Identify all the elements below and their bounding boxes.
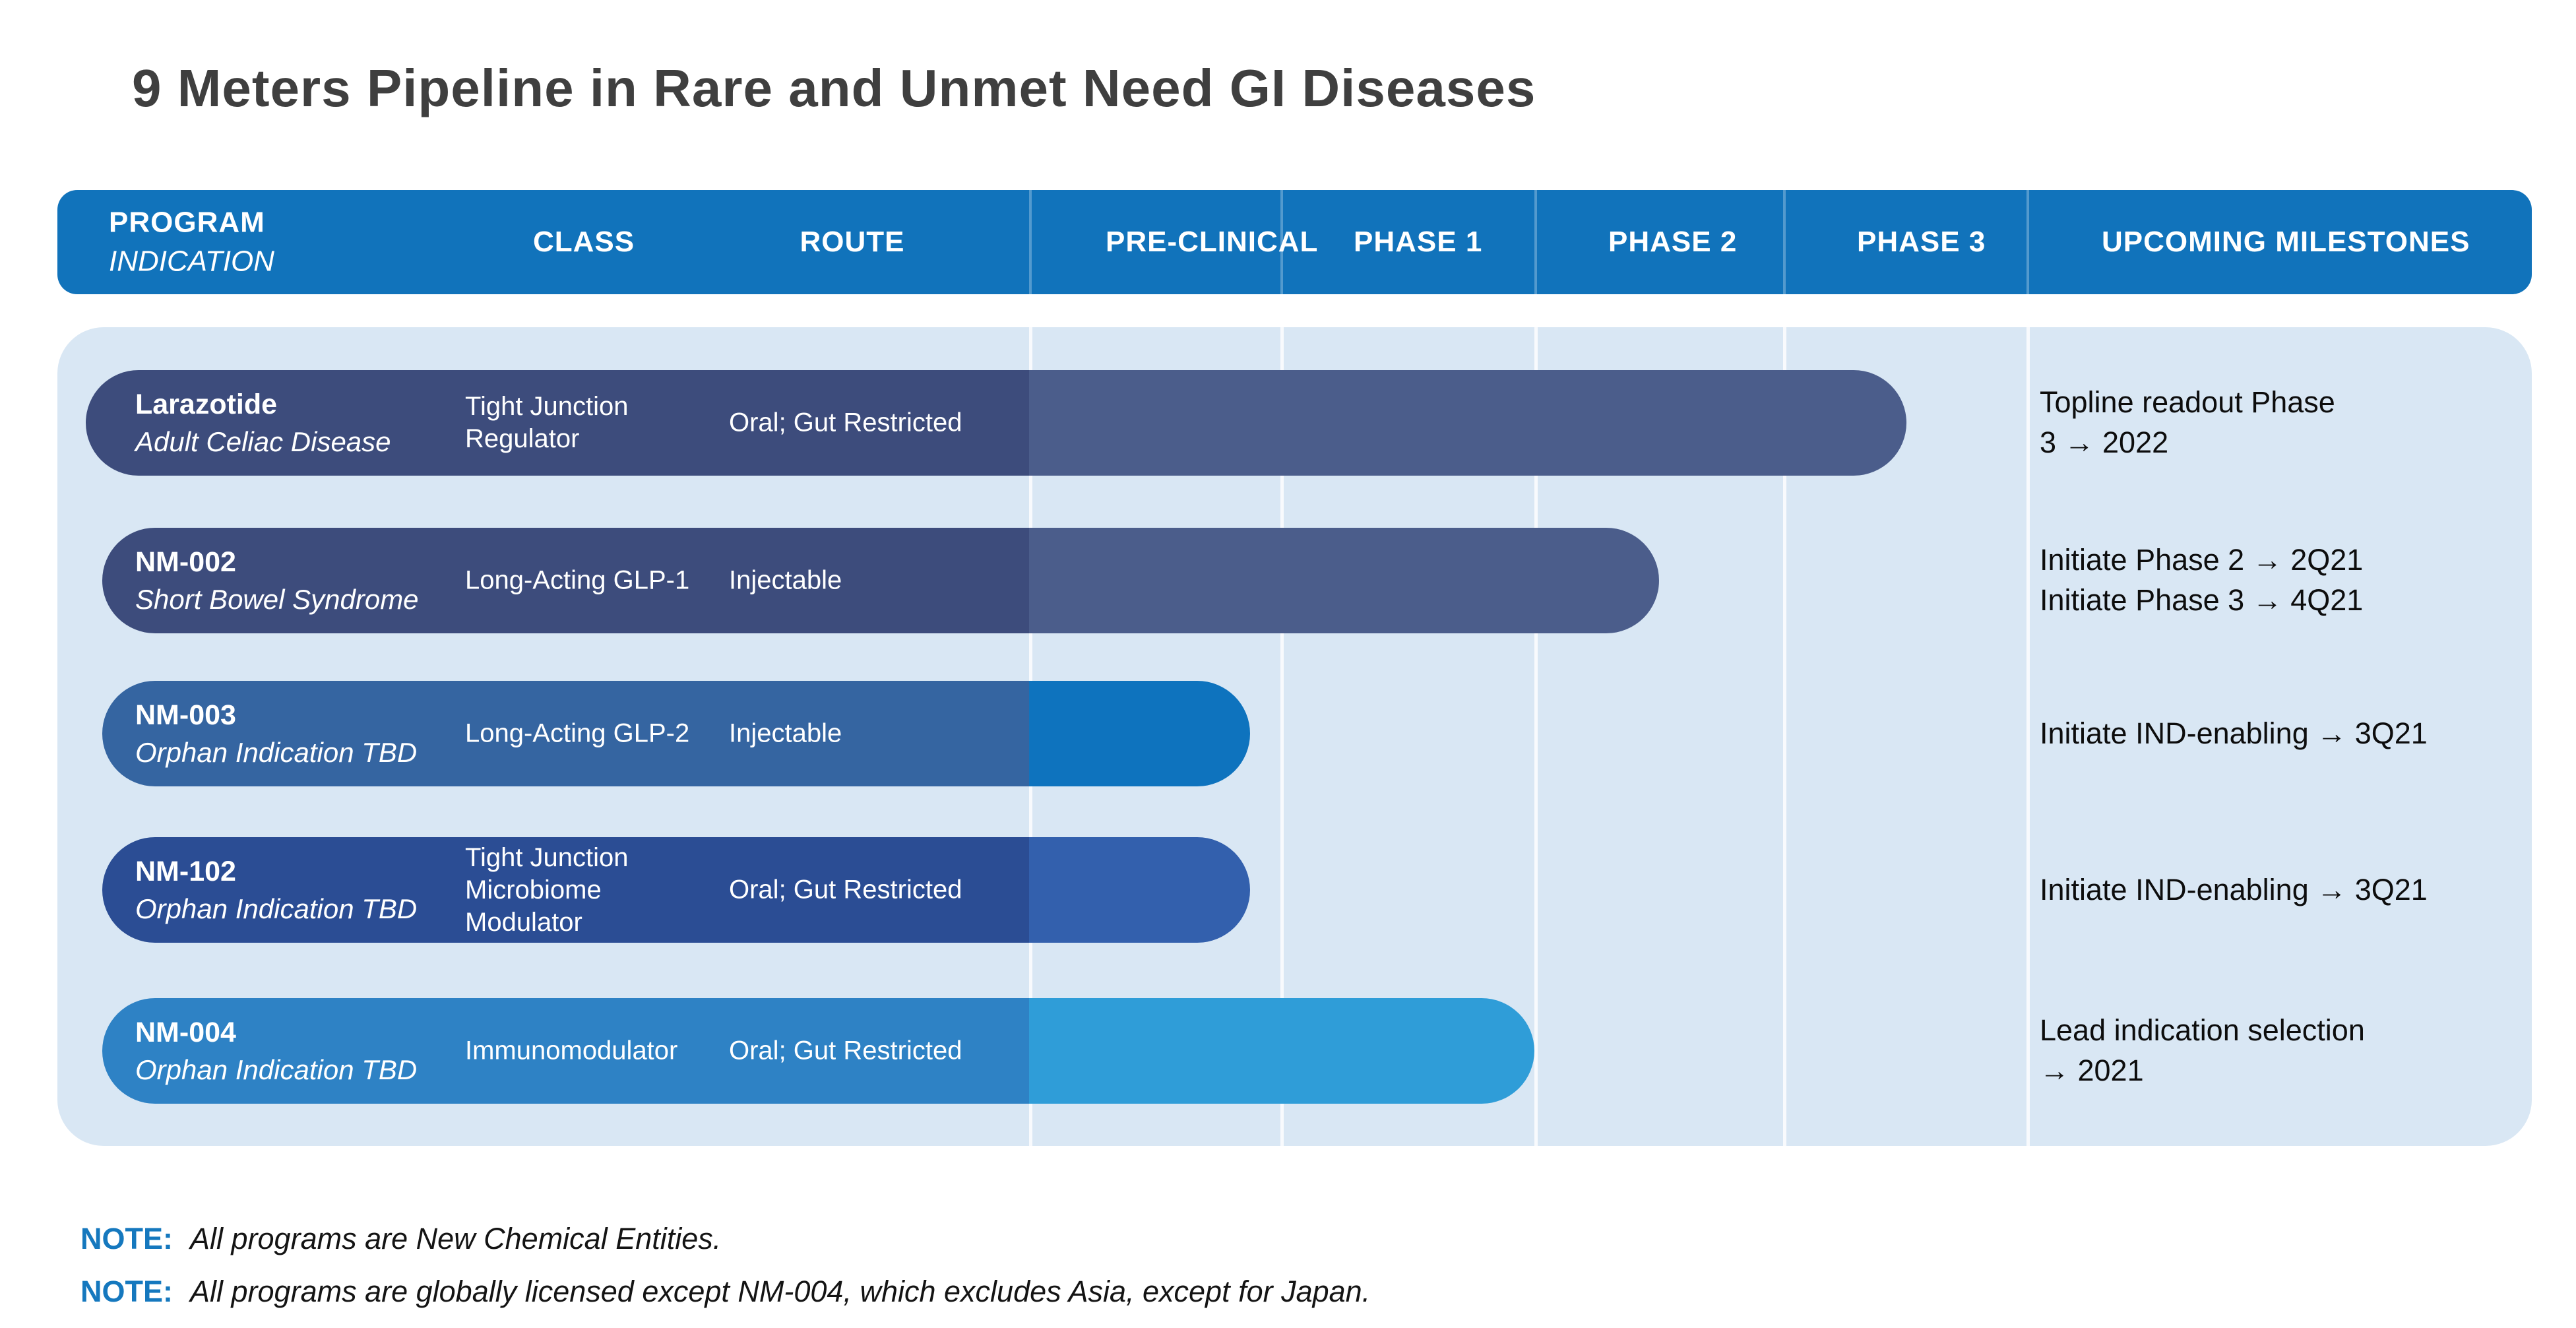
phase-bar xyxy=(102,681,1250,786)
phase-bar xyxy=(102,837,1250,943)
program-class: Tight Junction Microbiome Modulator xyxy=(465,842,629,937)
column-header-milestones: UPCOMING MILESTONES xyxy=(2102,226,2470,258)
program-class: Tight Junction Regulator xyxy=(465,392,629,453)
program-name: NM-003 xyxy=(135,699,236,731)
column-header-program: PROGRAM xyxy=(109,206,265,239)
column-header-program-indication: PROGRAM INDICATION xyxy=(109,203,274,282)
bar-label-segment xyxy=(102,837,1029,943)
program-name: Larazotide xyxy=(135,388,278,420)
note-line: NOTE: All programs are globally licensed… xyxy=(80,1275,1370,1327)
program-indication: Short Bowel Syndrome xyxy=(135,583,419,615)
bar-label-segment xyxy=(102,528,1029,633)
note-label: NOTE: xyxy=(80,1275,173,1308)
bar-extension-segment xyxy=(1029,681,1250,786)
program-route: Oral; Gut Restricted xyxy=(729,408,962,437)
program-route: Oral; Gut Restricted xyxy=(729,1036,962,1065)
program-block: Larazotide Adult Celiac Disease xyxy=(135,386,391,460)
bar-extension-segment xyxy=(1029,998,1534,1104)
program-indication: Orphan Indication TBD xyxy=(135,736,418,768)
bar-extension-segment xyxy=(1029,837,1250,943)
program-name: NM-004 xyxy=(135,1016,236,1048)
phase-column-divider xyxy=(2026,190,2029,294)
notes-section: NOTE: All programs are New Chemical Enti… xyxy=(80,1222,1370,1327)
phase-column-divider xyxy=(1280,190,1283,294)
milestone-text: Topline readout Phase 3 → 2022 xyxy=(2040,385,2335,459)
program-route: Injectable xyxy=(729,565,842,595)
phase-bar xyxy=(86,370,1906,476)
pipeline-row-larazotide: Larazotide Adult Celiac Disease Tight Ju… xyxy=(0,370,2576,476)
program-class: Long-Acting GLP-2 xyxy=(465,718,690,748)
bar-extension-segment xyxy=(1029,370,1906,476)
column-header-route: ROUTE xyxy=(800,226,905,258)
column-header-preclinical: PRE-CLINICAL xyxy=(1106,226,1319,258)
bar-label-segment xyxy=(102,998,1029,1104)
phase-column-divider xyxy=(1783,190,1786,294)
bar-label-segment xyxy=(102,681,1029,786)
column-header-phase3: PHASE 3 xyxy=(1857,226,1986,258)
program-indication: Orphan Indication TBD xyxy=(135,893,418,924)
program-class: Long-Acting GLP-1 xyxy=(465,565,690,595)
phase-bar xyxy=(102,998,1534,1104)
column-header-phase2: PHASE 2 xyxy=(1608,226,1738,258)
program-route: Injectable xyxy=(729,718,842,748)
bar-extension-segment xyxy=(1029,528,1659,633)
milestone-text: Initiate IND-enabling → 3Q21 xyxy=(2040,716,2428,750)
phase-column-divider xyxy=(1280,327,1284,1146)
program-block: NM-002 Short Bowel Syndrome xyxy=(135,544,419,617)
phase-column-divider xyxy=(1534,327,1538,1146)
note-label: NOTE: xyxy=(80,1222,173,1255)
program-block: NM-003 Orphan Indication TBD xyxy=(135,697,417,771)
column-header-indication: INDICATION xyxy=(109,245,274,278)
program-class: Immunomodulator xyxy=(465,1036,678,1065)
program-indication: Adult Celiac Disease xyxy=(135,426,391,457)
pipeline-row-nm002: NM-002 Short Bowel Syndrome Long-Acting … xyxy=(0,528,2576,633)
milestone-text: Initiate Phase 2 → 2Q21 Initiate Phase 3 … xyxy=(2040,543,2364,617)
milestone-text: Initiate IND-enabling → 3Q21 xyxy=(2040,872,2428,906)
column-header-class: CLASS xyxy=(532,226,635,258)
column-header-phase1: PHASE 1 xyxy=(1354,226,1483,258)
bar-label-segment xyxy=(86,370,1029,476)
program-name: NM-102 xyxy=(135,855,236,887)
phase-column-divider xyxy=(1783,327,1786,1146)
page-title: 9 Meters Pipeline in Rare and Unmet Need… xyxy=(132,59,1536,117)
note-text: All programs are New Chemical Entities. xyxy=(190,1222,722,1255)
program-block: NM-004 Orphan Indication TBD xyxy=(135,1014,417,1088)
phase-header: PROGRAM INDICATION CLASS ROUTE PRE-CLINI… xyxy=(57,190,2532,294)
phase-bar xyxy=(102,528,1659,633)
program-indication: Orphan Indication TBD xyxy=(135,1054,418,1085)
pipeline-row-nm102: NM-102 Orphan Indication TBD Tight Junct… xyxy=(0,837,2576,943)
pipeline-row-nm004: NM-004 Orphan Indication TBD Immunomodul… xyxy=(0,998,2576,1104)
phase-column-divider xyxy=(2026,327,2030,1146)
note-line: NOTE: All programs are New Chemical Enti… xyxy=(80,1222,1370,1275)
program-block: NM-102 Orphan Indication TBD xyxy=(135,853,417,927)
program-name: NM-002 xyxy=(135,546,236,578)
phase-column-divider xyxy=(1534,190,1537,294)
program-route: Oral; Gut Restricted xyxy=(729,875,962,904)
pipeline-row-nm003: NM-003 Orphan Indication TBD Long-Acting… xyxy=(0,681,2576,786)
phase-column-divider xyxy=(1029,190,1032,294)
note-text: All programs are globally licensed excep… xyxy=(190,1275,1371,1308)
milestone-text: Lead indication selection → 2021 xyxy=(2040,1013,2365,1087)
